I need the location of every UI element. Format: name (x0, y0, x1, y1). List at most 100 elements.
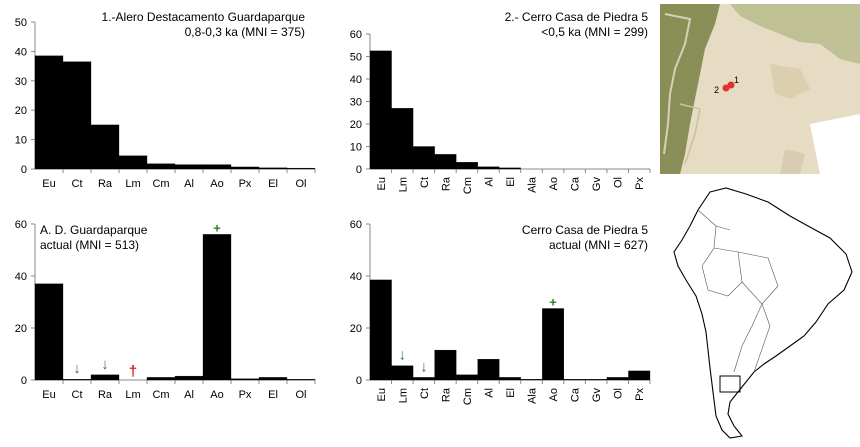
bar-lm (118, 155, 148, 170)
bar-cm (146, 377, 176, 381)
chart-2: 0 10 20 30 40 50 60 Eu Lm Ct Ra Cm Al El Ala Ao Ca Gv Ol Px… (350, 10, 651, 194)
x-tick-label: Ao (548, 177, 560, 190)
x-tick-label: Ao (548, 388, 560, 401)
chart-title: 1.-Alero Destacamento Guardaparque (102, 10, 306, 24)
y-tick-label: 50 (350, 52, 362, 64)
x-tick-label: Gv (591, 177, 603, 192)
x-tick-label: Eu (376, 177, 388, 190)
south-america-outline-map (668, 186, 858, 442)
x-tick-label: Lm (397, 388, 409, 403)
chart-title: A. D. Guardaparque (40, 223, 148, 237)
plus-marker: + (549, 295, 557, 310)
bar-ca (563, 379, 586, 381)
x-tick-label: Al (184, 178, 194, 190)
y-tick-label: 10 (350, 142, 362, 154)
down-arrow-marker: ↓ (101, 356, 109, 373)
bar-ct (62, 61, 92, 170)
bar-el (499, 167, 521, 170)
x-tick-label: Ct (72, 178, 83, 190)
bar-eu (34, 283, 64, 381)
y-tick-label: 0 (21, 375, 27, 387)
y-tick-label: 0 (356, 164, 362, 176)
y-tick-label: 20 (15, 105, 27, 117)
bar-px (230, 166, 260, 170)
chart-title: 2.- Cerro Casa de Piedra 5 (505, 10, 649, 24)
plus-marker: + (213, 220, 221, 235)
bar-px (628, 370, 651, 381)
bar-al (174, 164, 204, 170)
x-tick-label: Ra (440, 387, 452, 402)
bar-ala (520, 379, 543, 381)
y-tick-label: 60 (350, 29, 362, 41)
down-arrow-marker: ↓ (399, 347, 407, 364)
x-tick-label: Cm (152, 178, 169, 190)
x-tick-label: Ol (613, 388, 625, 399)
bar-ao (542, 308, 564, 381)
x-tick-label: Ra (98, 178, 113, 190)
x-tick-label: El (505, 177, 517, 187)
bar-ct (412, 377, 435, 381)
x-tick-label: Al (483, 388, 495, 398)
bar-ra (90, 374, 120, 381)
bar-el (499, 377, 521, 381)
y-tick-label: 60 (15, 219, 27, 231)
x-tick-label: Ra (440, 176, 452, 191)
y-tick-label: 60 (350, 219, 362, 231)
y-tick-label: 30 (350, 97, 362, 109)
x-tick-label: Ala (527, 387, 539, 404)
bar-gv (585, 379, 608, 381)
bar-al (174, 375, 204, 381)
x-tick-label: Cm (152, 389, 169, 401)
chart-3: 0 20 40 60 Eu Ct Ra Lm Cm Al Ao Px El Ol ↓ ↓ † + A. D. Gua… (15, 219, 316, 401)
x-tick-label: Ao (210, 178, 223, 190)
bar-ol (286, 167, 316, 170)
chart-subtitle: actual (MNI = 513) (40, 238, 139, 252)
x-tick-label: Lm (125, 178, 140, 190)
y-tick-label: 20 (350, 323, 362, 335)
bar-el (258, 377, 288, 381)
y-tick-label: 0 (356, 375, 362, 387)
x-tick-label: Lm (125, 389, 140, 401)
x-tick-label: Eu (42, 389, 55, 401)
x-tick-label: Ct (72, 389, 83, 401)
study-area-box (719, 375, 741, 393)
x-tick-label: Lm (397, 177, 409, 192)
down-arrow-marker: ↓ (420, 358, 428, 375)
dagger-marker: † (129, 363, 137, 380)
y-tick-label: 40 (350, 74, 362, 86)
x-tick-label: Px (634, 177, 646, 190)
bar-ra (434, 349, 457, 381)
down-arrow-marker: ↓ (73, 360, 81, 377)
x-tick-label: Cm (462, 388, 474, 405)
x-tick-label: El (268, 389, 278, 401)
site-label-1: 1 (734, 75, 739, 85)
y-tick-label: 10 (15, 135, 27, 147)
bar-al (477, 359, 500, 381)
x-tick-label: Ra (98, 389, 113, 401)
bar-lm (391, 365, 414, 381)
x-tick-label: Al (184, 389, 194, 401)
chart-subtitle: actual (MNI = 627) (549, 238, 648, 252)
bar-cm (456, 162, 478, 170)
x-tick-label: Ca (570, 176, 582, 191)
bar-ol (606, 377, 629, 381)
y-tick-label: 20 (15, 323, 27, 335)
bar-px (230, 378, 260, 381)
y-tick-label: 40 (350, 271, 362, 283)
x-tick-label: El (505, 388, 517, 398)
bar-cm (146, 163, 176, 170)
bar-eu (369, 279, 392, 381)
x-tick-label: Eu (376, 388, 388, 401)
x-tick-label: Cm (462, 177, 474, 194)
site-dot-1 (727, 81, 735, 89)
bar-ct (62, 379, 92, 381)
chart-4: 0 20 40 60 Eu Lm Ct Ra Cm Al El Ala Ao Ca Gv Ol Px ↓ ↓ + Cer… (350, 219, 651, 405)
chart-title: Cerro Casa de Piedra 5 (522, 223, 648, 237)
bar-ao (202, 234, 232, 381)
chart-1: 0 10 20 30 40 50 Eu Ct Ra Lm Cm Al Ao Px El Ol 1.-Alero … (15, 10, 316, 190)
bar-cm (456, 374, 478, 381)
x-tick-label: Ol (296, 178, 307, 190)
y-tick-label: 20 (350, 119, 362, 131)
bar-al (477, 166, 500, 170)
y-tick-label: 0 (21, 164, 27, 176)
